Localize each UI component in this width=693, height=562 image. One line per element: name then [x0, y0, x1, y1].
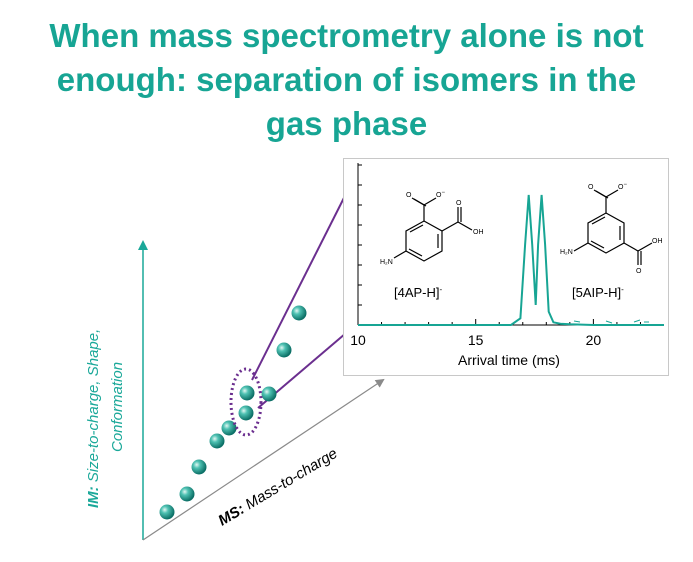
slide-title: When mass spectrometry alone is not enou…: [49, 17, 644, 142]
ion-dot: [191, 459, 207, 475]
arrival-time-inset: 10 15 20 Arrival time (ms) [4AP-H]- [5AIP-…: [343, 158, 669, 376]
ion-dot: [291, 305, 307, 321]
atom-label-o: O: [588, 184, 594, 191]
structure-4ap: [393, 197, 473, 262]
x-tick-label: 15: [468, 332, 484, 348]
species-label-5aip: [5AIP-H]-: [572, 285, 624, 300]
y-axis-ticks: [358, 164, 362, 326]
x-axis-title: Arrival time (ms): [458, 352, 560, 368]
ion-dot: [261, 386, 277, 402]
ion-dot: [179, 486, 195, 502]
ion-dot: [276, 342, 292, 358]
baseline-noise: [573, 319, 649, 324]
atom-label-o: O: [456, 200, 462, 207]
atom-label-o: O: [636, 268, 642, 275]
ion-dot: [209, 433, 225, 449]
atom-label-h2n: H₂N: [380, 259, 393, 266]
atom-label-oh: OH: [473, 229, 484, 236]
im-axis-prefix: IM:: [85, 486, 102, 508]
ion-dot: [221, 420, 237, 436]
isomer-highlight-ellipse: [229, 367, 263, 437]
im-axis-text-line1: Size-to-charge, Shape,: [85, 329, 102, 487]
ms-axis-label: MS: Mass-to-charge: [215, 445, 340, 530]
atom-label-oh: OH: [652, 238, 663, 245]
x-tick-label: 20: [586, 332, 602, 348]
species-label-4ap: [4AP-H]-: [394, 285, 443, 300]
structure-5aip: [573, 189, 653, 265]
arrival-time-plot: 10 15 20 Arrival time (ms) [4AP-H]- [5AIP-…: [350, 163, 664, 368]
atd-series-line: [358, 194, 664, 326]
ion-dot: [238, 405, 254, 421]
ion-dot: [239, 385, 255, 401]
atom-label-o-minus: O−: [436, 190, 445, 199]
atom-label-o: O: [406, 192, 412, 199]
im-axis-arrowhead: [138, 240, 148, 250]
x-axis-ticks: 10 15 20: [350, 319, 641, 348]
atom-label-h2n: H₂N: [560, 249, 573, 256]
x-tick-label: 10: [350, 332, 366, 348]
im-axis-label-line2: Conformation: [109, 362, 126, 452]
ion-dot: [159, 504, 175, 520]
ms-axis-text: Mass-to-charge: [239, 445, 341, 515]
ms-axis-line: [142, 378, 385, 541]
atom-label-o-minus: O−: [618, 182, 627, 191]
im-axis-label: IM: Size-to-charge, Shape,: [85, 329, 102, 508]
arrow-to-inset-top: [251, 170, 358, 381]
